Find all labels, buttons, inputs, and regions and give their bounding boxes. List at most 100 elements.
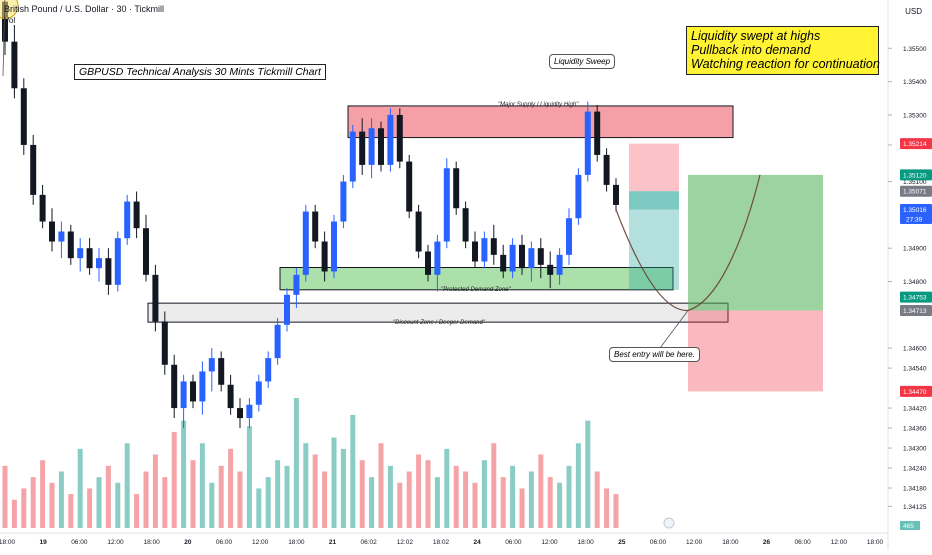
candle[interactable] [396, 108, 403, 169]
supply-zone[interactable] [347, 105, 734, 139]
best-entry-label: Best entry will be here. [609, 347, 700, 362]
price-tag[interactable]: 1.35071 [900, 185, 932, 197]
candle[interactable] [171, 354, 178, 419]
candle[interactable] [519, 234, 525, 275]
volume-bar [68, 494, 74, 528]
candle-body [161, 321, 168, 365]
candle[interactable] [180, 374, 187, 429]
volume-bar [256, 488, 262, 528]
candle[interactable] [406, 154, 413, 219]
price-tag[interactable]: 1.34713 [900, 304, 932, 316]
candle[interactable] [218, 351, 225, 392]
us-flag-icon[interactable] [663, 517, 675, 529]
candle[interactable] [86, 238, 93, 275]
candle[interactable] [77, 238, 84, 272]
instrument-title[interactable]: British Pound / U.S. Dollar · 30 · Tickm… [4, 4, 165, 14]
candle[interactable] [340, 174, 347, 229]
candle[interactable] [537, 238, 544, 279]
candle[interactable] [190, 374, 196, 409]
candle[interactable] [415, 204, 422, 259]
volume-indicator-label[interactable]: Vol [4, 16, 16, 25]
candle[interactable] [39, 184, 46, 229]
candle[interactable] [378, 121, 384, 172]
pending-stop-zone[interactable] [629, 143, 679, 192]
candle[interactable] [143, 214, 149, 282]
currency-label[interactable]: USD [905, 7, 922, 16]
volume-bar [190, 460, 196, 528]
candle[interactable] [500, 244, 507, 279]
candle[interactable] [349, 124, 356, 189]
candle[interactable] [105, 248, 112, 295]
candle-body [425, 251, 431, 275]
candle[interactable] [556, 248, 563, 285]
pending-entry-zone[interactable] [629, 191, 679, 210]
demand-zone[interactable] [279, 266, 674, 291]
candle[interactable] [227, 374, 234, 415]
price-tag[interactable]: 1.35214 [900, 138, 932, 150]
candle[interactable] [547, 251, 554, 289]
candle[interactable] [359, 118, 366, 175]
candle[interactable] [293, 268, 300, 309]
sweep-pointer [2, 0, 6, 77]
candle[interactable] [331, 214, 337, 279]
candle[interactable] [387, 108, 394, 172]
candle[interactable] [566, 208, 572, 265]
candle[interactable] [613, 178, 619, 212]
candle[interactable] [20, 78, 27, 155]
candle[interactable] [49, 208, 55, 252]
candle[interactable] [67, 224, 74, 265]
candle[interactable] [208, 348, 215, 392]
candle[interactable] [284, 288, 290, 332]
candle[interactable] [603, 148, 610, 192]
x-tick-label: 06:00 [216, 539, 233, 546]
candle[interactable] [133, 191, 140, 239]
candle[interactable] [161, 311, 168, 375]
candle[interactable] [199, 361, 206, 415]
volume-bar [143, 471, 149, 528]
candle[interactable] [114, 231, 121, 292]
candle[interactable] [434, 234, 441, 292]
projected-path[interactable] [615, 174, 761, 312]
candle[interactable] [453, 161, 460, 215]
candle[interactable] [472, 231, 478, 269]
y-tick-label: 1.35100 [903, 179, 927, 186]
candle[interactable] [302, 204, 309, 282]
candle[interactable] [462, 201, 469, 249]
candle[interactable] [368, 118, 375, 179]
price-tag[interactable]: 1.34470 [900, 385, 932, 397]
candle[interactable] [246, 398, 253, 429]
candle[interactable] [490, 224, 497, 265]
candle[interactable] [321, 231, 328, 282]
candle[interactable] [594, 104, 601, 162]
candle[interactable] [152, 264, 159, 332]
candle[interactable] [528, 241, 535, 282]
candle[interactable] [237, 398, 243, 429]
candle[interactable] [274, 318, 281, 365]
candle[interactable] [425, 244, 431, 282]
stop-zone[interactable] [688, 310, 823, 392]
candle[interactable] [312, 204, 319, 249]
candle[interactable] [255, 374, 262, 412]
candle[interactable] [96, 248, 102, 282]
discount-zone[interactable] [147, 302, 729, 323]
candle[interactable] [58, 221, 65, 259]
candle[interactable] [124, 194, 131, 245]
candle[interactable] [575, 168, 582, 225]
volume-bar [218, 465, 224, 528]
volume-bar [58, 471, 64, 528]
candle[interactable] [509, 238, 516, 279]
candle-body [77, 248, 84, 259]
price-tag[interactable]: 1.34753 [900, 291, 932, 303]
candle[interactable] [584, 101, 591, 182]
target-zone[interactable] [688, 174, 823, 311]
price-tag[interactable]: 1.35120 [900, 169, 932, 181]
candle[interactable] [11, 24, 18, 99]
pending-target-zone[interactable] [629, 209, 679, 290]
candle[interactable] [30, 134, 37, 205]
candle[interactable] [481, 231, 488, 269]
price-tag[interactable]: 1.35016 27:39 [900, 204, 932, 225]
candle[interactable] [443, 158, 450, 249]
candle[interactable] [265, 351, 272, 389]
